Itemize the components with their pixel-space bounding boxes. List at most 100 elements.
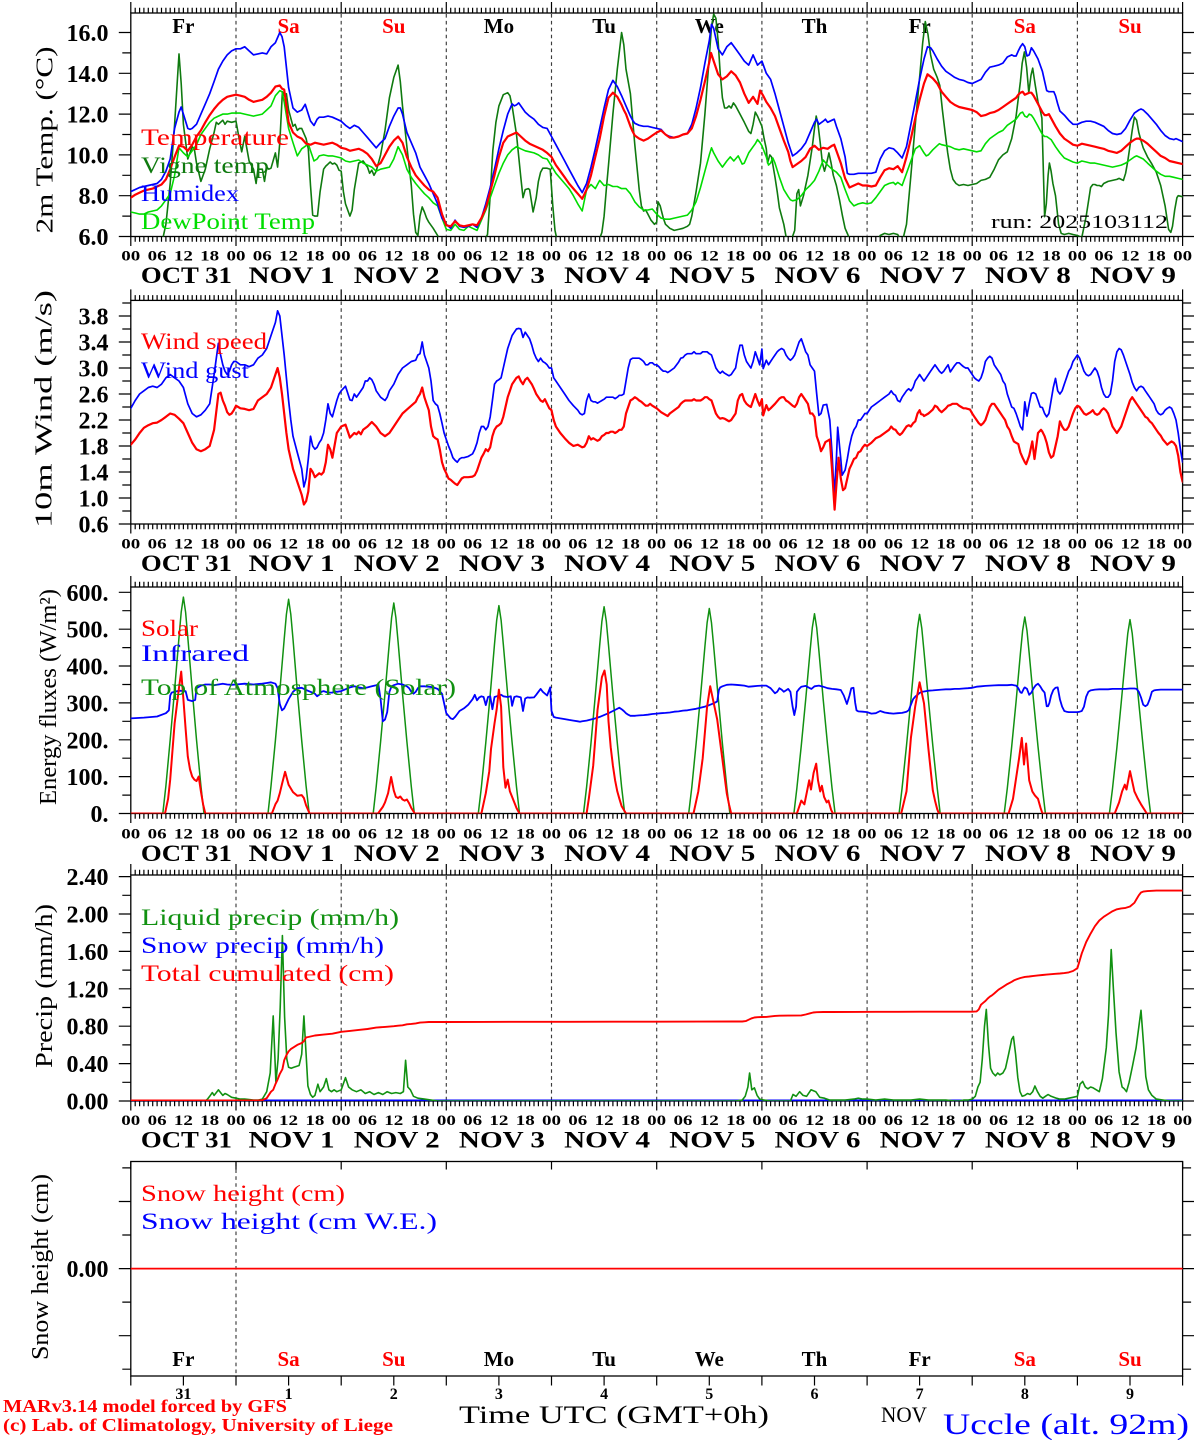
svg-text:0.6: 0.6 (79, 513, 109, 539)
svg-text:06: 06 (673, 1113, 693, 1129)
svg-text:1.8: 1.8 (79, 435, 109, 461)
svg-text:06: 06 (568, 537, 588, 553)
svg-text:3.4: 3.4 (79, 331, 109, 357)
svg-text:1.0: 1.0 (79, 487, 109, 513)
svg-text:00: 00 (121, 1113, 140, 1129)
svg-text:31: 31 (175, 1386, 191, 1403)
svg-text:4: 4 (600, 1386, 608, 1403)
svg-text:NOV 4: NOV 4 (564, 551, 651, 576)
svg-text:06: 06 (568, 249, 588, 265)
svg-text:00: 00 (647, 827, 666, 843)
svg-text:0.80: 0.80 (67, 1015, 109, 1041)
svg-text:We: We (695, 14, 724, 38)
svg-text:00: 00 (752, 827, 771, 843)
svg-text:NOV 3: NOV 3 (459, 263, 545, 288)
svg-text:06: 06 (779, 249, 799, 265)
svg-text:18: 18 (1147, 249, 1166, 265)
svg-text:We: We (695, 1347, 724, 1371)
svg-text:Wind gust: Wind gust (141, 358, 250, 383)
svg-text:NOV 2: NOV 2 (354, 263, 440, 288)
svg-text:Liquid precip (mm/h): Liquid precip (mm/h) (141, 905, 399, 930)
svg-text:00: 00 (963, 1113, 982, 1129)
svg-text:2.6: 2.6 (79, 383, 109, 409)
svg-text:12: 12 (700, 249, 719, 265)
svg-text:06: 06 (989, 1113, 1009, 1129)
svg-text:14.0: 14.0 (67, 62, 109, 88)
svg-text:12.0: 12.0 (67, 103, 109, 129)
svg-text:06: 06 (779, 827, 799, 843)
svg-text:00: 00 (858, 827, 877, 843)
svg-text:00: 00 (542, 827, 561, 843)
svg-text:18: 18 (516, 537, 535, 553)
svg-text:Vigne temp: Vigne temp (141, 153, 269, 178)
svg-text:0.00: 0.00 (67, 1257, 109, 1283)
svg-text:06: 06 (884, 1113, 904, 1129)
svg-text:00: 00 (226, 537, 245, 553)
svg-text:00: 00 (1173, 1113, 1192, 1129)
svg-text:6.0: 6.0 (79, 225, 109, 251)
svg-text:OCT 31: OCT 31 (141, 841, 232, 866)
svg-text:18: 18 (621, 827, 640, 843)
svg-text:18: 18 (305, 827, 324, 843)
svg-text:Uccle (alt. 92m): Uccle (alt. 92m) (943, 1408, 1189, 1440)
svg-text:12: 12 (489, 249, 508, 265)
svg-text:12: 12 (595, 249, 614, 265)
svg-text:18: 18 (516, 827, 535, 843)
svg-text:12: 12 (489, 827, 508, 843)
svg-text:3: 3 (495, 1386, 503, 1403)
svg-text:00: 00 (752, 537, 771, 553)
svg-text:12: 12 (1121, 537, 1140, 553)
svg-text:06: 06 (779, 1113, 799, 1129)
svg-text:Su: Su (382, 1347, 406, 1371)
svg-text:18: 18 (936, 249, 955, 265)
svg-text:NOV 6: NOV 6 (774, 551, 860, 576)
svg-text:12: 12 (595, 537, 614, 553)
svg-text:00: 00 (121, 537, 140, 553)
svg-text:NOV 7: NOV 7 (880, 841, 966, 866)
svg-text:06: 06 (148, 1113, 168, 1129)
svg-text:00: 00 (1173, 537, 1192, 553)
svg-text:00: 00 (963, 827, 982, 843)
svg-text:00: 00 (542, 1113, 561, 1129)
svg-text:NOV 5: NOV 5 (669, 841, 755, 866)
svg-text:NOV 9: NOV 9 (1090, 263, 1176, 288)
svg-text:OCT 31: OCT 31 (141, 263, 232, 288)
svg-text:12: 12 (1015, 537, 1034, 553)
svg-text:Sa: Sa (277, 14, 300, 38)
svg-text:NOV 4: NOV 4 (564, 1128, 651, 1153)
svg-text:12: 12 (1015, 249, 1034, 265)
svg-text:NOV 7: NOV 7 (880, 1128, 966, 1153)
svg-text:12: 12 (174, 827, 193, 843)
svg-text:5: 5 (705, 1386, 713, 1403)
svg-text:12: 12 (910, 827, 929, 843)
svg-text:NOV 2: NOV 2 (354, 551, 440, 576)
svg-text:06: 06 (779, 537, 799, 553)
svg-text:00: 00 (332, 1113, 351, 1129)
svg-text:00: 00 (542, 537, 561, 553)
svg-text:2: 2 (390, 1386, 398, 1403)
svg-text:Fr: Fr (172, 14, 194, 38)
svg-text:12: 12 (1015, 827, 1034, 843)
svg-text:NOV 1: NOV 1 (249, 1128, 335, 1153)
svg-text:00: 00 (1068, 249, 1087, 265)
svg-text:8: 8 (1021, 1386, 1029, 1403)
svg-text:06: 06 (989, 537, 1009, 553)
svg-text:Solar: Solar (141, 616, 198, 641)
svg-text:18: 18 (305, 537, 324, 553)
svg-text:06: 06 (568, 827, 588, 843)
svg-text:12: 12 (1121, 827, 1140, 843)
svg-text:OCT 31: OCT 31 (141, 1128, 232, 1153)
svg-text:NOV 4: NOV 4 (564, 263, 651, 288)
svg-text:06: 06 (253, 827, 273, 843)
svg-text:18: 18 (726, 827, 745, 843)
svg-text:12: 12 (805, 249, 824, 265)
svg-text:Humidex: Humidex (141, 181, 240, 206)
svg-text:NOV 9: NOV 9 (1090, 1128, 1176, 1153)
svg-text:18: 18 (1042, 537, 1061, 553)
svg-text:2m Temp. (°C): 2m Temp. (°C) (33, 47, 59, 234)
svg-text:00: 00 (858, 537, 877, 553)
svg-text:2.00: 2.00 (67, 903, 109, 929)
svg-text:06: 06 (358, 1113, 378, 1129)
svg-text:00: 00 (542, 249, 561, 265)
svg-text:00: 00 (752, 249, 771, 265)
